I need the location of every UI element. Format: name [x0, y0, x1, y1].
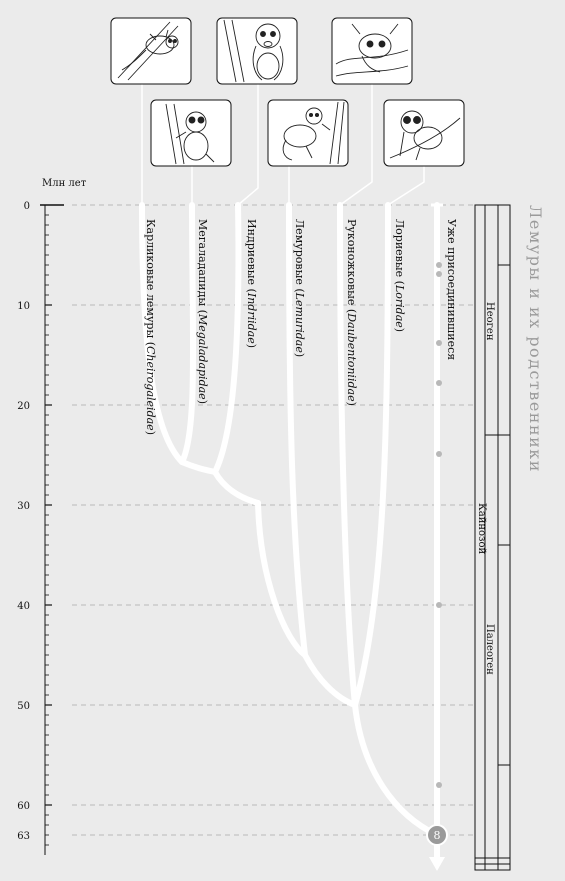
- axis-tick-label: 20: [17, 401, 30, 412]
- axis-tick-label: 50: [17, 701, 30, 712]
- axis-title: Млн лет: [42, 178, 87, 189]
- connector-aye-aye: [339, 83, 373, 206]
- clade-label-indriidae: Индриевые (Indriidae): [245, 219, 258, 348]
- axis-tick-label: 10: [17, 301, 30, 312]
- branch-megaladapidae: [179, 202, 218, 475]
- time-gridlines: [72, 204, 475, 836]
- axis-tick-label: 0: [24, 201, 30, 212]
- clade-label-cheirogaleidae: Карликовые лемуры (Cheirogaleidae): [144, 219, 157, 435]
- tree-branches: [139, 83, 440, 861]
- indri-illustration: [216, 17, 298, 85]
- main-lineage-label: Уже присоединившиеся: [445, 219, 458, 360]
- clade-label-lemuridae: Лемуровые (Lemuridae): [293, 219, 306, 357]
- branch-indriidae: [212, 202, 261, 506]
- branch-cheirogaleidae: [139, 202, 185, 465]
- rendezvous-number: 8: [434, 829, 441, 842]
- clade-labels: Карликовые лемуры (Cheirogaleidae) Мегал…: [144, 219, 458, 435]
- tick-labels: 0 10 20 30 40 50 60 63: [17, 201, 30, 842]
- minor-ticks: [45, 214, 52, 846]
- branch-lemuridae: [286, 202, 308, 658]
- loris-illustration: [383, 99, 465, 167]
- rendezvous-dot: [436, 340, 442, 346]
- rendezvous-dot: [436, 271, 442, 277]
- rendezvous-circle: [426, 824, 448, 846]
- connector-indri: [237, 83, 259, 206]
- axis-tick-label: 60: [17, 801, 30, 812]
- rendezvous-dot: [436, 262, 442, 268]
- sportive-lemur-illustration: [150, 99, 232, 167]
- rendezvous-dot: [436, 451, 442, 457]
- main-lineage-arrowhead: [429, 857, 445, 871]
- branch-daubentoniidae: [337, 202, 358, 708]
- branch-loridae: [352, 202, 391, 708]
- rendezvous-node: 8: [426, 824, 448, 846]
- axis-tick-label: 30: [17, 501, 30, 512]
- period-label-neogene: Неоген: [484, 302, 495, 341]
- rendezvous-dot: [436, 782, 442, 788]
- connector-loris: [387, 165, 425, 206]
- branch-lemuriformes: [255, 500, 358, 708]
- axis-tick-label: 40: [17, 601, 30, 612]
- branch-strepsirrhini: [352, 702, 440, 838]
- rendezvous-dot: [436, 380, 442, 386]
- mouse-lemur-illustration: [110, 17, 192, 85]
- timescale-frame: [474, 204, 511, 871]
- figure-title: Лемуры и их родственники: [526, 205, 545, 473]
- aye-aye-illustration: [331, 17, 413, 85]
- time-axis: Млн лет 0 10 20 30 40 50 60 63: [17, 178, 87, 855]
- clade-label-megaladapidae: Мегаладапиды (Megaladapidae): [196, 219, 209, 404]
- clade-label-loridae: Лориевые (Loridae): [393, 219, 406, 332]
- geologic-timescale: [474, 204, 511, 871]
- axis-tick-label: 63: [17, 831, 30, 842]
- era-label: Кайнозой: [476, 503, 487, 555]
- ring-tailed-lemur-illustration: [267, 99, 349, 167]
- rendezvous-dots: [436, 262, 442, 788]
- clade-label-daubentoniidae: Руконожковые (Daubentoniidae): [345, 219, 358, 406]
- rendezvous-dot: [436, 602, 442, 608]
- period-label-paleogene: Палеоген: [484, 624, 495, 675]
- illustrations: [110, 17, 465, 167]
